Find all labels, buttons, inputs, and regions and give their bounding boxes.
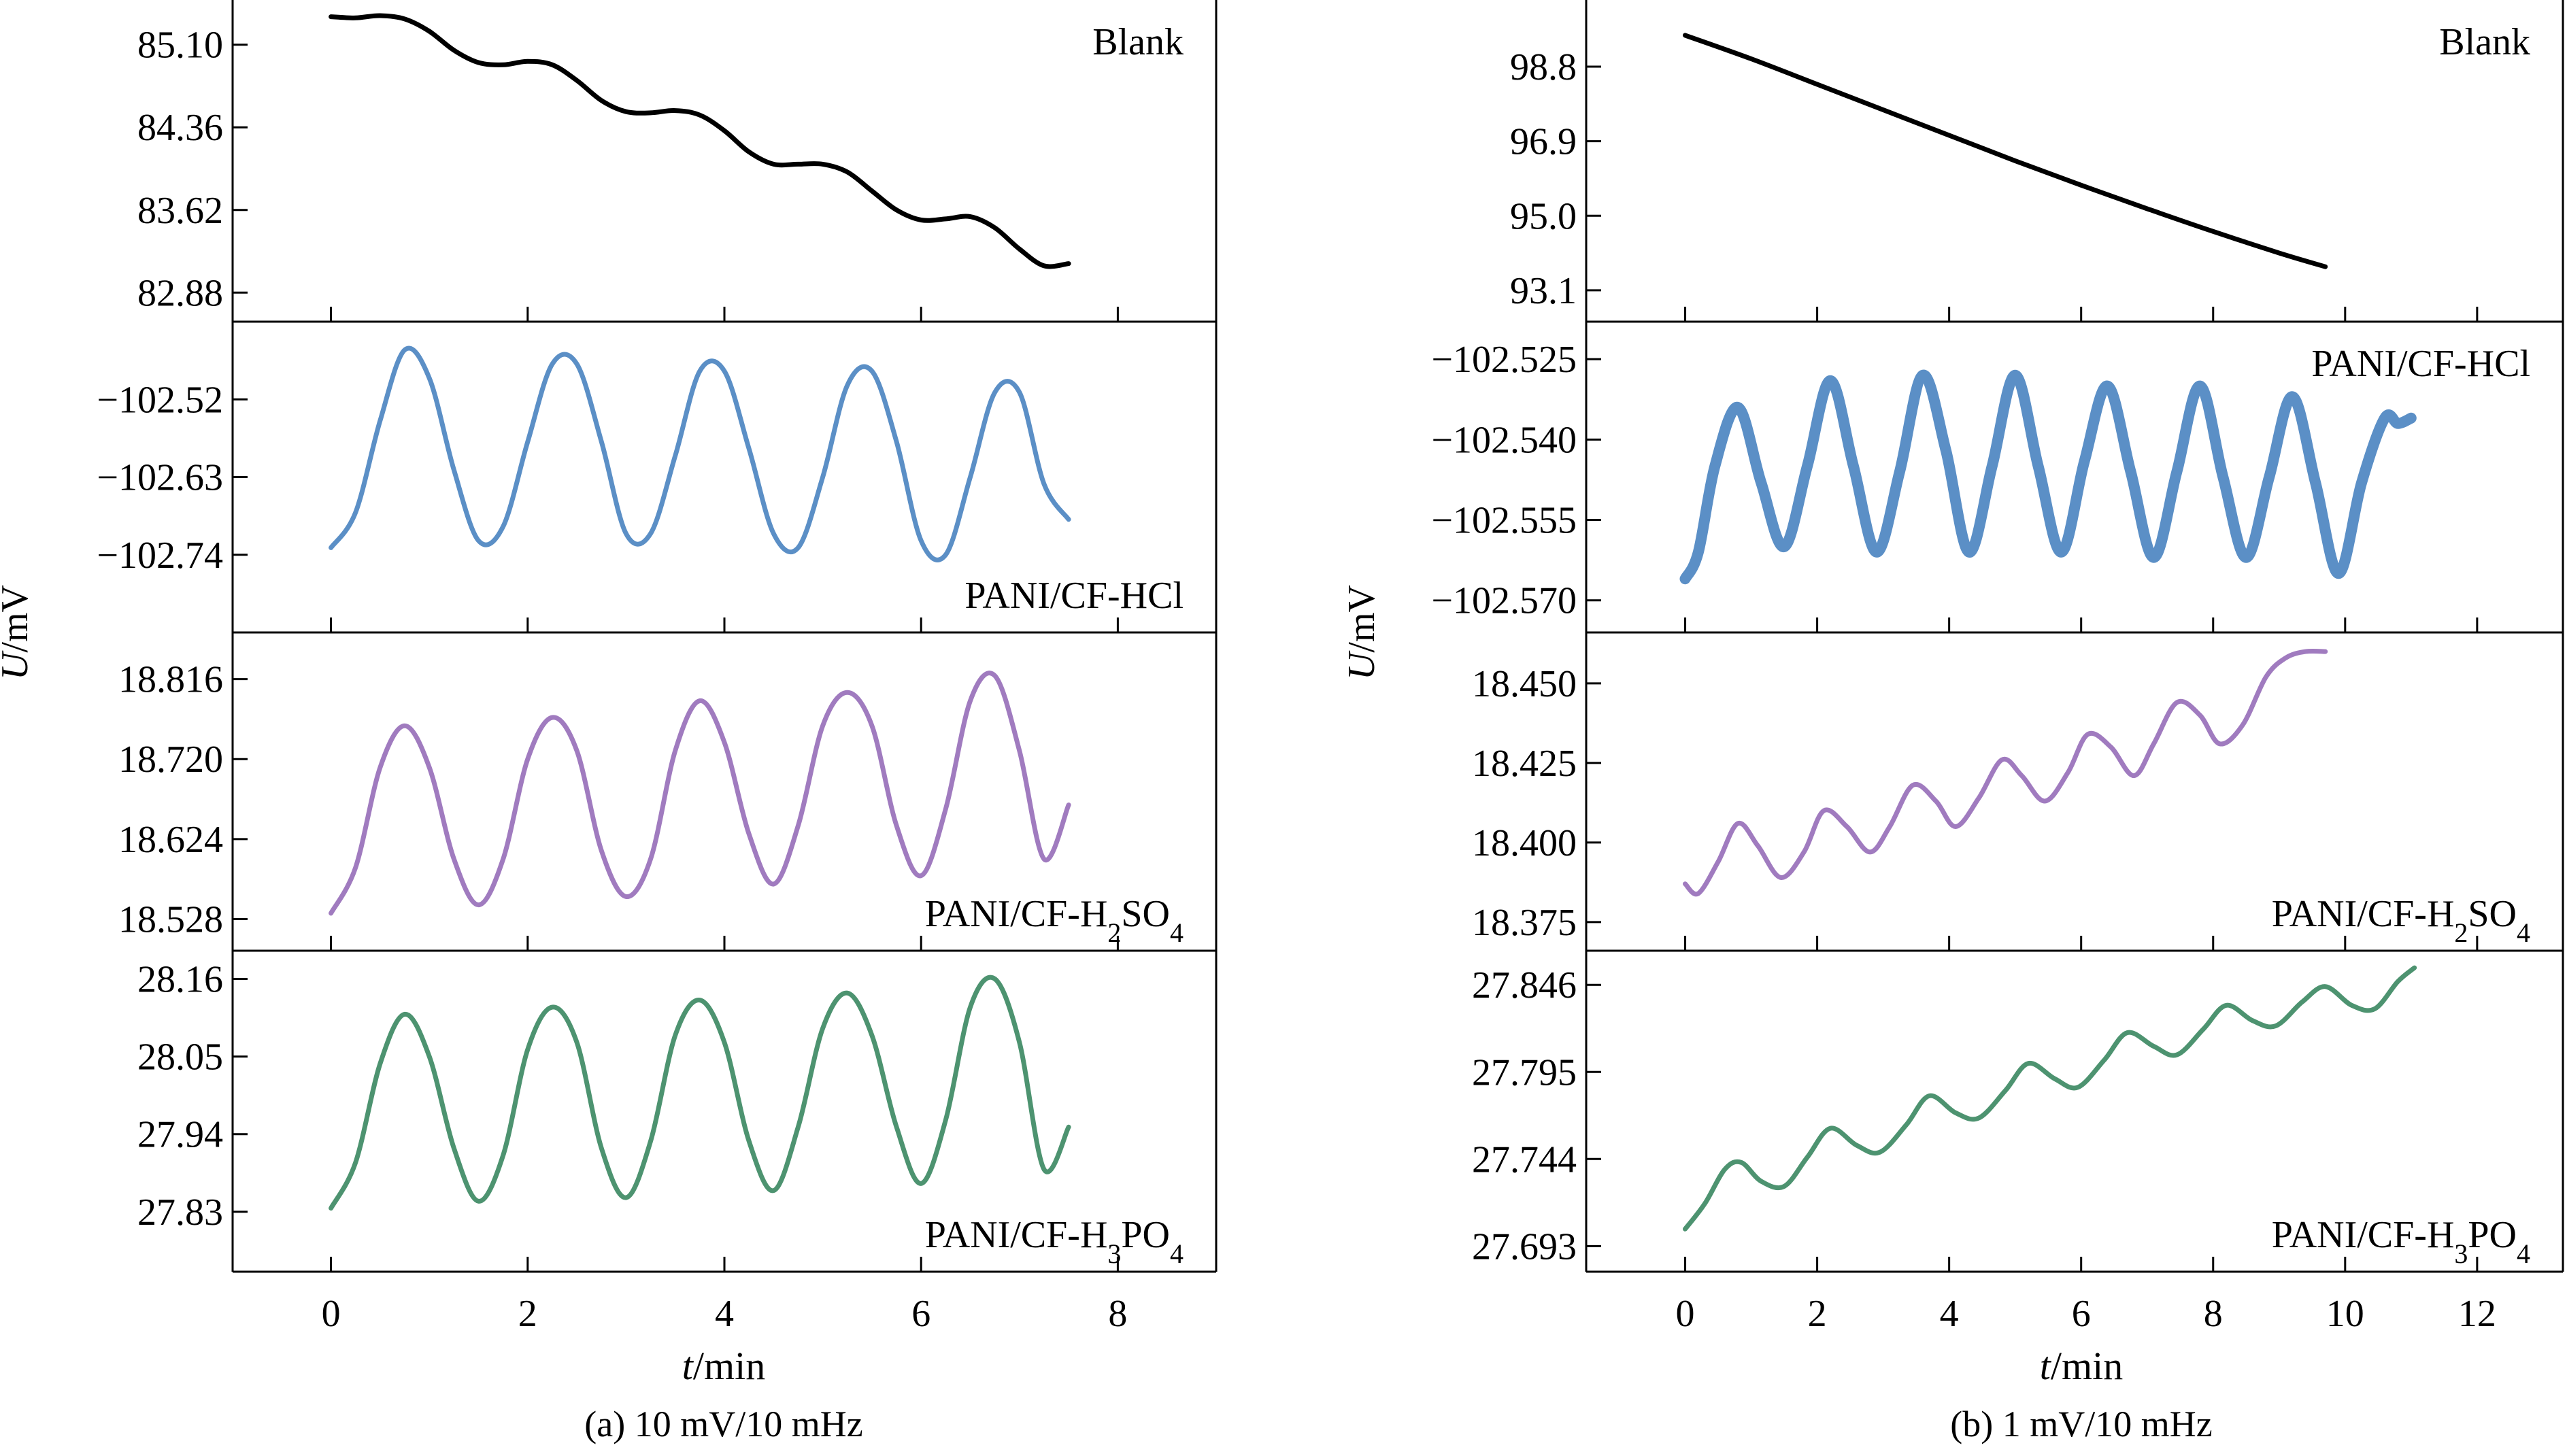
y-axis-label: U/mV xyxy=(1341,585,1383,680)
y-tick-label: 28.16 xyxy=(137,958,223,1000)
y-tick-label: 96.9 xyxy=(1510,121,1577,163)
y-tick-label: 84.36 xyxy=(137,107,223,149)
y-tick-label: 27.795 xyxy=(1472,1051,1577,1094)
series-label: PANI/CF-H2SO4 xyxy=(2272,893,2530,948)
x-tick-label: 0 xyxy=(1676,1293,1695,1335)
chart-caption: (a) 10 mV/10 mHz xyxy=(584,1404,862,1444)
x-tick-label: 4 xyxy=(1940,1293,1959,1335)
y-tick-label: 18.528 xyxy=(118,898,223,941)
y-tick-label: −102.63 xyxy=(97,457,223,499)
y-tick-label: −102.74 xyxy=(97,535,223,577)
series-line xyxy=(329,345,1071,562)
x-tick-label: 2 xyxy=(518,1293,537,1335)
panel-pani-cf-h2so4: 18.816 18.720 18.624 18.528 PANI/CF-H2SO4 xyxy=(118,659,1216,952)
y-tick-label: 18.400 xyxy=(1472,822,1577,864)
y-tick-label: 27.846 xyxy=(1472,964,1577,1006)
x-tick-label: 8 xyxy=(2204,1293,2223,1335)
y-tick-label: 27.693 xyxy=(1472,1225,1577,1268)
y-tick-label: 27.744 xyxy=(1472,1138,1577,1181)
x-tick-label: 12 xyxy=(2458,1293,2496,1335)
chart-caption: (b) 1 mV/10 mHz xyxy=(1950,1404,2212,1444)
panel-pani-cf-h2so4: 18.450 18.425 18.400 18.375 PANI/CF-H2SO4 xyxy=(1472,648,2563,952)
series-line xyxy=(329,671,1071,916)
y-tick-label: 85.10 xyxy=(137,24,223,67)
series-label: Blank xyxy=(2439,21,2530,63)
y-tick-label: 98.8 xyxy=(1510,46,1577,88)
x-axis-label: t/min xyxy=(682,1344,765,1388)
x-tick-label: 6 xyxy=(2072,1293,2091,1335)
series-label: PANI/CF-HCl xyxy=(2311,343,2530,385)
y-tick-label: −102.525 xyxy=(1431,339,1577,381)
y-tick-label: −102.570 xyxy=(1431,580,1577,622)
series-label: PANI/CF-H3PO4 xyxy=(925,1214,1184,1269)
x-tick-label: 6 xyxy=(911,1293,930,1335)
chart-a: 85.1084.3683.6282.88Blank−102.52−102.63−… xyxy=(0,0,1218,1444)
x-tick-label: 2 xyxy=(1808,1293,1827,1335)
y-tick-label: 95.0 xyxy=(1510,195,1577,237)
y-tick-label: 18.720 xyxy=(118,739,223,781)
panel-pani-cf-h3po4: 27.846 27.795 27.744 27.693 PANI/CF-H3PO4 xyxy=(1472,964,2563,1273)
panel-blank: 98.8 96.9 95.0 93.1 Blank xyxy=(1510,21,2563,323)
series-label: Blank xyxy=(1092,21,1184,63)
y-tick-label: −102.555 xyxy=(1431,500,1577,542)
series-line xyxy=(329,975,1071,1211)
series-line xyxy=(1683,33,2328,269)
series-line xyxy=(1679,369,2417,585)
panel-pani-cf-h3po4: 28.16 28.05 27.94 27.83 PANI/CF-H3PO4 xyxy=(137,958,1216,1273)
y-tick-label: 83.62 xyxy=(137,190,223,232)
y-tick-label: 18.816 xyxy=(118,659,223,701)
panel-pani-cf-hcl: −102.525 −102.540 −102.555 −102.570 PANI/CF-… xyxy=(1431,339,2563,634)
x-tick-label: 8 xyxy=(1108,1293,1127,1335)
x-tick-label: 4 xyxy=(715,1293,734,1335)
y-tick-label: 27.94 xyxy=(137,1114,223,1156)
y-tick-label: 27.83 xyxy=(137,1191,223,1234)
y-tick-label: 93.1 xyxy=(1510,270,1577,312)
y-tick-label: −102.540 xyxy=(1431,419,1577,461)
series-label: PANI/CF-H2SO4 xyxy=(925,893,1184,948)
panel-blank: 85.10 84.36 83.62 82.88 Blank xyxy=(137,13,1216,323)
y-tick-label: 28.05 xyxy=(137,1036,223,1079)
series-line xyxy=(1683,648,2328,897)
y-tick-label: 82.88 xyxy=(137,272,223,314)
series-line xyxy=(1683,965,2417,1232)
x-tick-label: 0 xyxy=(322,1293,341,1335)
x-tick-label: 10 xyxy=(2326,1293,2364,1335)
series-line xyxy=(329,13,1071,269)
y-tick-label: 18.425 xyxy=(1472,743,1577,785)
y-tick-label: −102.52 xyxy=(97,379,223,421)
series-label: PANI/CF-HCl xyxy=(964,575,1184,617)
y-tick-label: 18.450 xyxy=(1472,663,1577,705)
x-axis-label: t/min xyxy=(2040,1344,2123,1388)
y-axis-label: U/mV xyxy=(0,585,36,680)
y-tick-label: 18.624 xyxy=(118,819,223,861)
series-label: PANI/CF-H3PO4 xyxy=(2272,1214,2530,1269)
y-tick-label: 18.375 xyxy=(1472,902,1577,944)
panel-pani-cf-hcl: −102.52 −102.63 −102.74 PANI/CF-HCl xyxy=(97,345,1216,634)
chart-b: 98.896.995.093.1Blank−102.525−102.540−10… xyxy=(1341,0,2564,1444)
